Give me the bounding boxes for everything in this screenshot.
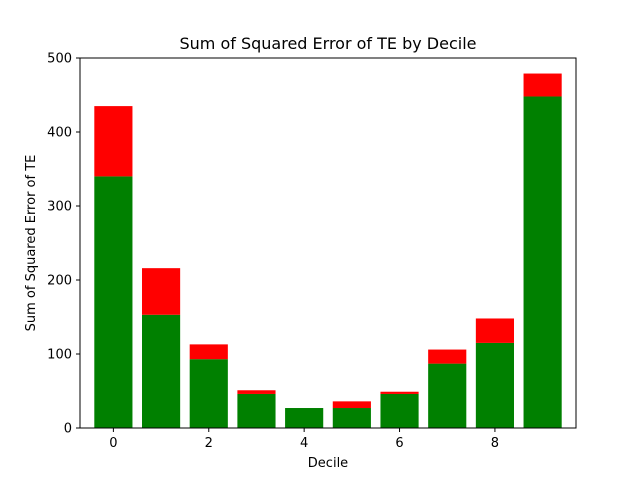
green-bar-decile-9: [523, 96, 562, 428]
y-tick-label: 200: [47, 274, 72, 289]
green-bar-decile-3: [237, 393, 276, 428]
green-bar-decile-7: [428, 363, 467, 428]
red-bar-decile-3: [237, 390, 276, 394]
y-axis-ticks: 0 100 200 300 400 500: [47, 52, 80, 437]
green-bar-decile-5: [332, 408, 371, 428]
y-tick-label: 400: [47, 126, 72, 141]
y-axis-label: Sum of Squared Error of TE: [24, 155, 39, 332]
x-axis-label: Decile: [308, 456, 348, 471]
y-tick-label: 0: [64, 422, 72, 437]
chart-title: Sum of Squared Error of TE by Decile: [179, 34, 476, 53]
green-bar-decile-4: [285, 408, 324, 428]
y-tick-label: 300: [47, 200, 72, 215]
red-bar-decile-9: [523, 73, 562, 97]
axes-frame: [79, 57, 577, 429]
red-bar-decile-2: [189, 344, 228, 360]
x-tick-label: 2: [205, 436, 213, 451]
x-tick-label: 8: [491, 436, 499, 451]
x-tick-label: 4: [300, 436, 308, 451]
red-bar-decile-7: [428, 349, 467, 364]
y-tick-label: 500: [47, 52, 72, 67]
green-bar-decile-1: [142, 314, 181, 428]
red-bar-decile-5: [332, 401, 371, 409]
bars-group: [94, 73, 562, 428]
y-tick-label: 100: [47, 348, 72, 363]
x-tick-label: 6: [395, 436, 403, 451]
green-bar-decile-0: [94, 176, 133, 428]
x-tick-label: 0: [109, 436, 117, 451]
red-bar-decile-0: [94, 106, 133, 177]
green-bar-decile-6: [380, 393, 419, 428]
green-bar-decile-2: [189, 359, 228, 428]
red-bar-decile-1: [142, 268, 181, 315]
x-axis-ticks: 0 2 4 6 8: [109, 428, 499, 451]
green-bar-decile-8: [475, 342, 514, 428]
red-bar-decile-8: [475, 318, 514, 343]
red-bar-decile-6: [380, 391, 419, 394]
